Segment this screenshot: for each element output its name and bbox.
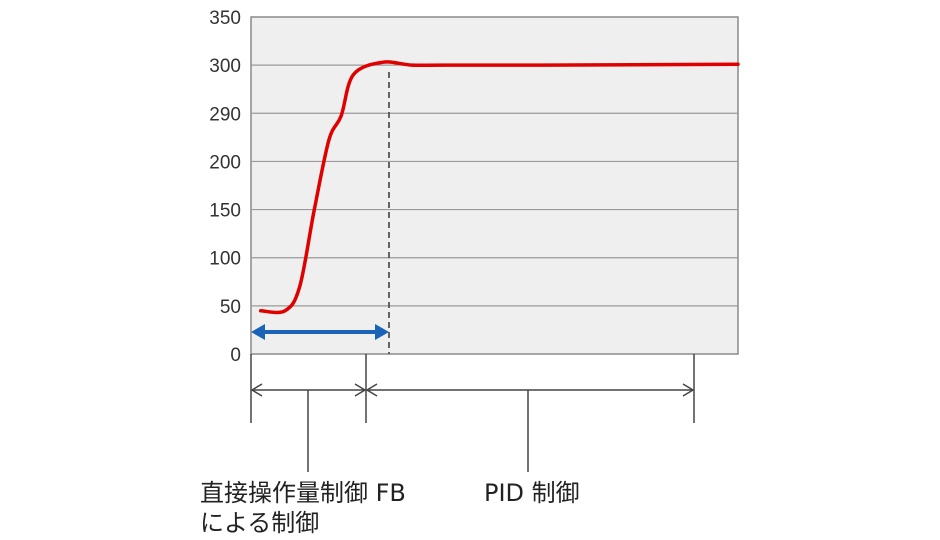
y-tick-label: 150 [209,201,241,222]
direct-control-label-line2: による制御 [200,509,320,537]
y-axis-ticks: 0 50 100 150 200 290 300 350 [209,8,241,366]
y-tick-label: 50 [220,297,241,318]
y-tick-label: 200 [209,152,241,173]
direct-control-label-line1: 直接操作量制御 FB [200,479,406,507]
y-tick-label: 100 [209,249,241,270]
phase-dimension-lines [250,354,695,472]
y-tick-label: 300 [209,56,241,77]
plot-area [250,16,739,355]
y-tick-label: 350 [209,8,241,29]
direct-control-duration-arrow [251,324,389,340]
direct-control-label: 直接操作量制御 FB による制御 [200,478,406,538]
temperature-response-line [258,60,740,315]
y-tick-label: 0 [230,345,241,366]
pid-control-label: PID 制御 [484,479,580,507]
y-tick-label: 290 [209,104,241,125]
